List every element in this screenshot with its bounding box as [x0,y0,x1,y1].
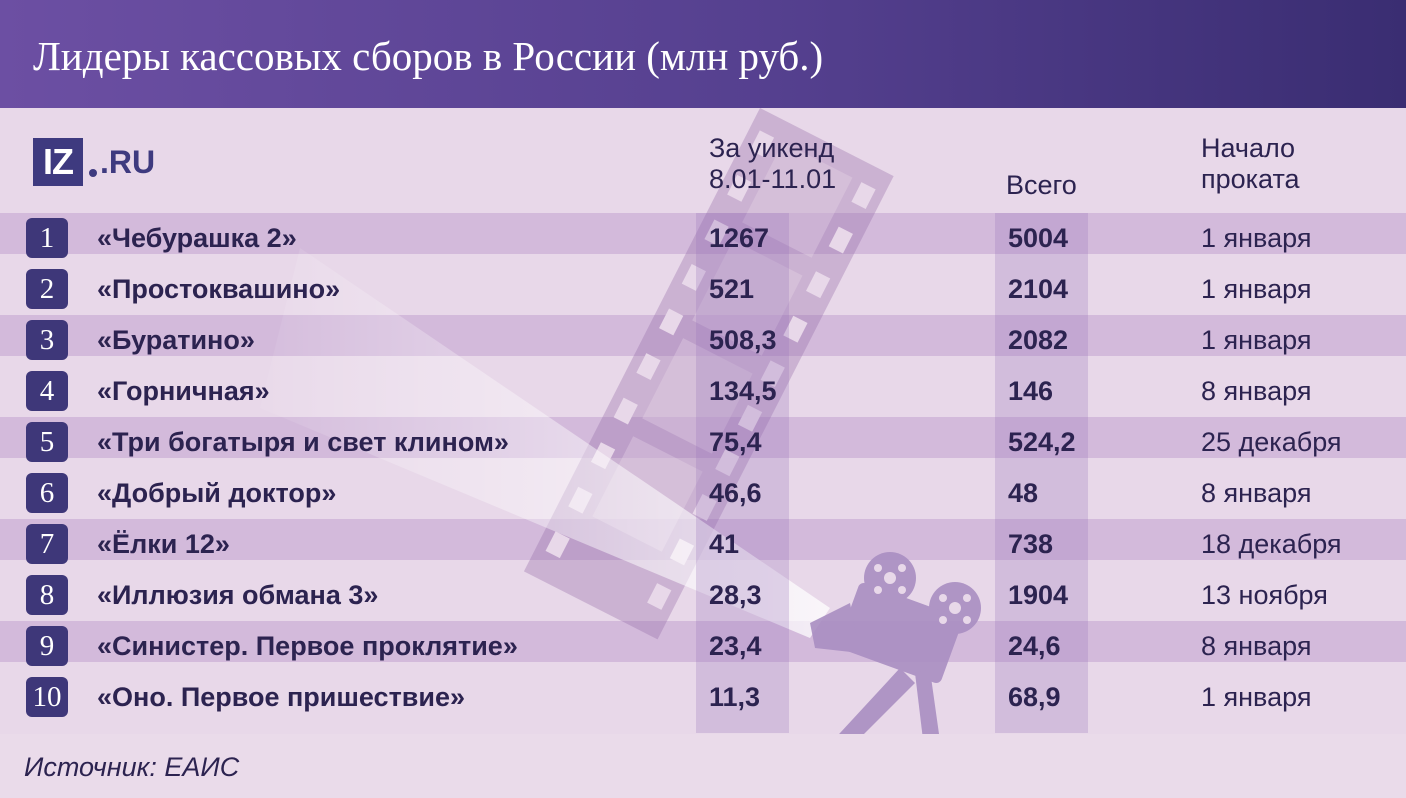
start-date: 13 ноября [1201,580,1328,610]
start-date: 1 января [1201,223,1312,253]
table-row: 3 «Буратино» 508,3 2082 1 января [0,315,1406,366]
rank-badge: 2 [26,269,68,309]
table-row: 8 «Иллюзия обмана 3» 28,3 1904 13 ноября [0,570,1406,621]
row-band [0,213,1406,254]
total-value: 2104 [1008,274,1069,304]
total-value: 738 [1008,529,1054,559]
rank-badge: 3 [26,320,68,360]
weekend-value: 41 [709,529,740,559]
rank-badge: 1 [26,218,68,258]
logo-dot [89,169,97,177]
start-date: 25 декабря [1201,427,1342,457]
movie-title: «Добрый доктор» [97,478,337,508]
rank-badge: 8 [26,575,68,615]
table-row: 7 «Ёлки 12» 41 738 18 декабря [0,519,1406,570]
footer [0,734,1406,798]
total-value: 1904 [1008,580,1069,610]
movie-title: «Горничная» [97,376,270,406]
weekend-value: 508,3 [709,325,777,355]
movie-title: «Синистер. Первое проклятие» [97,631,518,661]
total-column-band [995,213,1088,733]
total-column-header: Всего [1006,170,1077,201]
start-column-header: Начало проката [1201,133,1300,195]
start-header-line1: Начало [1201,133,1296,163]
rank-badge: 5 [26,422,68,462]
table-row: 9 «Синистер. Первое проклятие» 23,4 24,6… [0,621,1406,672]
rank-badge: 6 [26,473,68,513]
table-row: 10 «Оно. Первое пришествие» 11,3 68,9 1 … [0,672,1406,723]
total-value: 2082 [1008,325,1069,355]
total-value: 24,6 [1008,631,1061,661]
movie-title: «Простоквашино» [97,274,341,304]
total-value: 48 [1008,478,1039,508]
weekend-value: 134,5 [709,376,777,406]
weekend-value: 521 [709,274,755,304]
start-date: 8 января [1201,478,1312,508]
start-date: 1 января [1201,274,1312,304]
movie-title: «Буратино» [97,325,255,355]
start-header-line2: проката [1201,164,1300,194]
weekend-value: 1267 [709,223,770,253]
weekend-value: 28,3 [709,580,762,610]
start-date: 18 декабря [1201,529,1342,559]
weekend-value: 75,4 [709,427,762,457]
table-row: 5 «Три богатыря и свет клином» 75,4 524,… [0,417,1406,468]
source-note: Источник: ЕАИС [24,752,240,782]
rank-badge: 10 [26,677,68,717]
movie-title: «Ёлки 12» [97,529,230,559]
total-value: 524,2 [1008,427,1076,457]
weekend-column-header: За уикенд 8.01-11.01 [709,133,836,195]
weekend-header-line1: За уикенд [709,133,835,163]
logo-text: .RU [100,143,156,180]
total-value: 68,9 [1008,682,1061,712]
total-header-label: Всего [1006,170,1077,200]
logo-mark: IZ [33,138,83,186]
rank-badge: 7 [26,524,68,564]
total-value: 5004 [1008,223,1069,253]
weekend-value: 23,4 [709,631,762,661]
movie-title: «Чебурашка 2» [97,223,297,253]
weekend-header-line2: 8.01-11.01 [709,164,837,194]
iz-ru-logo: IZ .RU [33,138,155,186]
table-row: 4 «Горничная» 134,5 146 8 января [0,366,1406,417]
weekend-value: 46,6 [709,478,762,508]
start-date: 8 января [1201,631,1312,661]
table-row: 6 «Добрый доктор» 46,6 48 8 января [0,468,1406,519]
header-bar: Лидеры кассовых сборов в России (млн руб… [0,0,1406,108]
page-title: Лидеры кассовых сборов в России (млн руб… [33,33,824,79]
weekend-column-band [696,213,789,733]
rank-badge: 9 [26,626,68,666]
start-date: 1 января [1201,682,1312,712]
movie-title: «Оно. Первое пришествие» [97,682,466,712]
movie-title: «Три богатыря и свет клином» [97,427,509,457]
total-value: 146 [1008,376,1054,406]
movie-title: «Иллюзия обмана 3» [97,580,379,610]
start-date: 1 января [1201,325,1312,355]
rank-badge: 4 [26,371,68,411]
table-row: 2 «Простоквашино» 521 2104 1 января [0,264,1406,315]
table-row: 1 «Чебурашка 2» 1267 5004 1 января [0,213,1406,264]
weekend-value: 11,3 [709,682,761,712]
start-date: 8 января [1201,376,1312,406]
